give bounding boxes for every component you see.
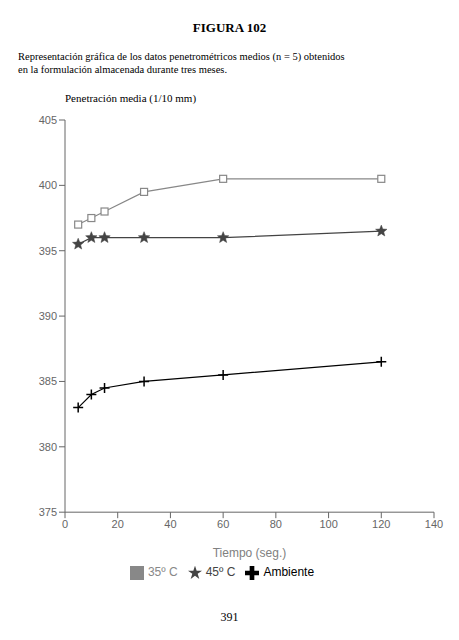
- svg-text:375: 375: [39, 506, 57, 518]
- svg-text:40: 40: [164, 518, 176, 530]
- svg-text:120: 120: [372, 518, 390, 530]
- svg-text:380: 380: [39, 441, 57, 453]
- svg-text:60: 60: [217, 518, 229, 530]
- svg-text:400: 400: [39, 179, 57, 191]
- html-text:391: 391: [220, 610, 239, 624]
- html-text:Penetración media (1/10 mm): Penetración media (1/10 mm): [65, 92, 196, 104]
- html-text:Ambiente: Ambiente: [263, 565, 315, 580]
- svg-text:0: 0: [62, 518, 68, 530]
- svg-text:395: 395: [39, 245, 57, 257]
- html-text:45º C: 45º C: [205, 565, 236, 580]
- html-text:en la formulación almacenada d: en la formulación almacenada durante tre…: [18, 64, 227, 75]
- svg-text:405: 405: [39, 114, 57, 126]
- svg-text:Tiempo (seg.): Tiempo (seg.): [213, 546, 287, 560]
- svg-text:390: 390: [39, 310, 57, 322]
- svg-text:385: 385: [39, 375, 57, 387]
- svg-text:140: 140: [425, 518, 443, 530]
- html-text:Representación gráfica de los: Representación gráfica de los datos pene…: [18, 51, 345, 62]
- svg-text:20: 20: [112, 518, 124, 530]
- svg-text:80: 80: [270, 518, 282, 530]
- html-text:FIGURA 102: FIGURA 102: [192, 20, 267, 35]
- html-text:35º C: 35º C: [147, 565, 178, 580]
- svg-text:100: 100: [319, 518, 337, 530]
